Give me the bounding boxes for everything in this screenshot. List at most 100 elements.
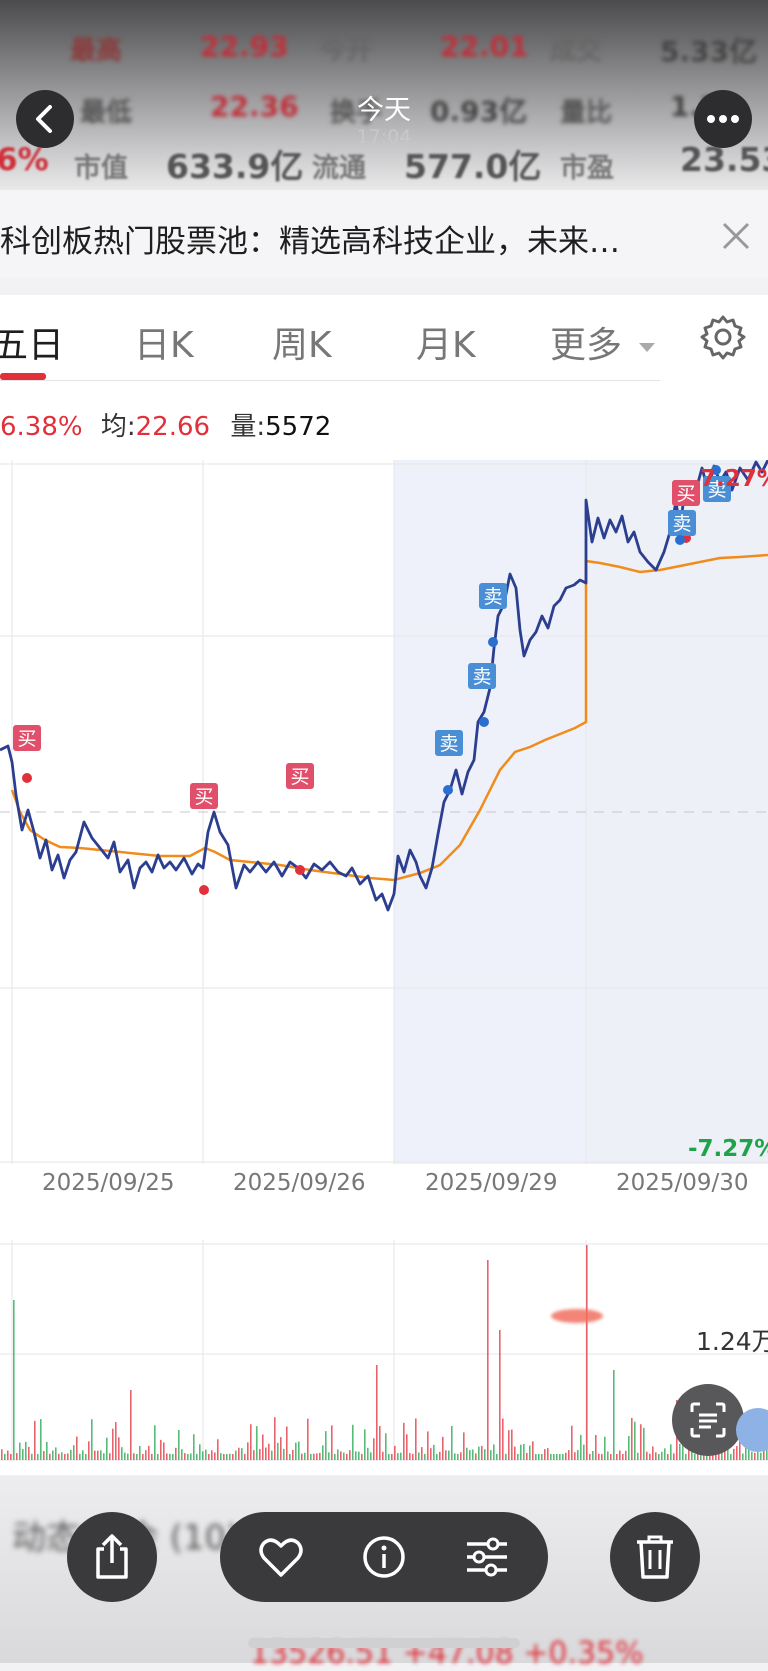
signal-sell[interactable]: 卖 — [468, 663, 496, 689]
floating-assistant-icon[interactable] — [736, 1408, 768, 1452]
signal-sell[interactable]: 卖 — [435, 730, 463, 756]
volume-bar — [550, 1453, 552, 1460]
adjust-button[interactable] — [460, 1530, 514, 1584]
volume-bar — [58, 1453, 60, 1460]
volume-bar — [367, 1447, 369, 1460]
info-button[interactable] — [357, 1530, 411, 1584]
signal-buy[interactable]: 买 — [190, 783, 218, 809]
stats-pct: 6.38% — [0, 412, 83, 442]
signal-sell[interactable]: 卖 — [668, 510, 696, 536]
volume-bar — [43, 1451, 45, 1460]
volume-bar — [253, 1450, 255, 1460]
header-row1-value1: 22.93 — [200, 30, 289, 63]
volume-bar — [187, 1453, 189, 1460]
tab-monthly-k[interactable]: 月K — [416, 325, 476, 366]
volume-bar — [733, 1448, 735, 1460]
stats-vol-value: 5572 — [265, 412, 332, 442]
settings-gear-icon[interactable] — [700, 314, 746, 360]
volume-bar — [244, 1453, 246, 1460]
more-button[interactable] — [694, 90, 752, 148]
header-float-label: 流通 — [312, 153, 366, 184]
volume-bar — [220, 1453, 222, 1460]
volume-bar — [400, 1452, 402, 1460]
volume-bar — [274, 1417, 276, 1460]
volume-bar — [106, 1437, 108, 1460]
volume-bar — [523, 1443, 525, 1460]
scribble-mark — [551, 1309, 603, 1323]
volume-bar — [526, 1452, 528, 1460]
volume-bar — [583, 1444, 585, 1460]
signal-sell[interactable]: 卖 — [703, 476, 731, 502]
volume-bar — [328, 1452, 330, 1460]
volume-bar — [490, 1450, 492, 1460]
volume-bar — [481, 1445, 483, 1460]
volume-bar — [484, 1449, 486, 1460]
volume-max-label: 1.24万 — [696, 1327, 768, 1356]
volume-bar — [352, 1424, 354, 1460]
svg-text:买: 买 — [676, 483, 695, 505]
scan-text-icon — [690, 1402, 726, 1438]
volume-bar — [16, 1453, 18, 1460]
volume-bar — [145, 1450, 147, 1460]
signal-buy[interactable]: 买 — [13, 725, 41, 751]
tab-weekly-k[interactable]: 周K — [272, 325, 332, 366]
volume-bar — [229, 1453, 231, 1460]
svg-text:买: 买 — [290, 766, 309, 788]
volume-bar — [700, 1453, 702, 1460]
volume-bar — [577, 1449, 579, 1460]
volume-bar — [202, 1451, 204, 1460]
volume-bar — [172, 1453, 174, 1460]
signal-sell[interactable]: 卖 — [479, 583, 507, 609]
volume-bar — [82, 1450, 84, 1460]
volume-bar — [148, 1445, 150, 1460]
heart-icon — [259, 1538, 303, 1577]
volume-bar — [388, 1453, 390, 1460]
photo-time: 17:04 — [356, 126, 412, 148]
promo-banner[interactable] — [0, 190, 768, 278]
header-row1-value2: 22.01 — [440, 30, 529, 63]
close-icon[interactable] — [718, 218, 754, 254]
volume-bar — [751, 1451, 753, 1460]
like-button[interactable] — [254, 1530, 308, 1584]
volume-bar — [349, 1450, 351, 1460]
more-dots-icon — [707, 115, 739, 123]
home-indicator[interactable] — [248, 1638, 520, 1648]
volume-bar — [34, 1420, 36, 1460]
volume-bar — [460, 1452, 462, 1460]
caret-down-icon — [639, 343, 656, 352]
volume-bar — [535, 1453, 537, 1460]
volume-bar — [475, 1453, 477, 1460]
price-chart[interactable]: 买 买 买 卖 卖 卖 买 卖 卖 7.27% -7.27% — [0, 460, 768, 1164]
sell-dot — [488, 637, 498, 647]
tab-daily-k[interactable]: 日K — [134, 325, 194, 366]
volume-bar — [100, 1450, 102, 1460]
volume-bar — [289, 1453, 291, 1460]
sell-dot — [675, 535, 685, 545]
volume-bar — [22, 1449, 24, 1460]
volume-bar — [361, 1453, 363, 1460]
pct-low-label: -7.27% — [688, 1136, 768, 1162]
volume-bar — [478, 1446, 480, 1460]
volume-bar — [49, 1453, 51, 1460]
volume-bar — [730, 1453, 732, 1460]
header-row2-value1: 22.36 — [210, 90, 299, 123]
header-pct: 6% — [0, 142, 49, 178]
volume-bar — [175, 1447, 177, 1460]
tab-more[interactable]: 更多 — [550, 316, 657, 368]
signal-buy[interactable]: 买 — [286, 763, 314, 789]
volume-bar — [124, 1452, 126, 1460]
tab-five-day[interactable]: 五日 — [0, 325, 65, 366]
header-row1-label2: 今开 — [320, 36, 373, 66]
back-button[interactable] — [16, 90, 74, 148]
volume-bar — [268, 1443, 270, 1460]
delete-button[interactable] — [610, 1512, 700, 1602]
share-button[interactable] — [67, 1512, 157, 1602]
volume-bar — [457, 1453, 459, 1460]
volume-bar — [493, 1444, 495, 1460]
tab-more-label: 更多 — [550, 325, 623, 366]
volume-chart[interactable] — [0, 1240, 768, 1462]
volume-bar — [331, 1425, 333, 1460]
scan-text-button[interactable] — [672, 1384, 744, 1456]
volume-bar — [310, 1453, 312, 1460]
signal-buy[interactable]: 买 — [672, 480, 700, 506]
